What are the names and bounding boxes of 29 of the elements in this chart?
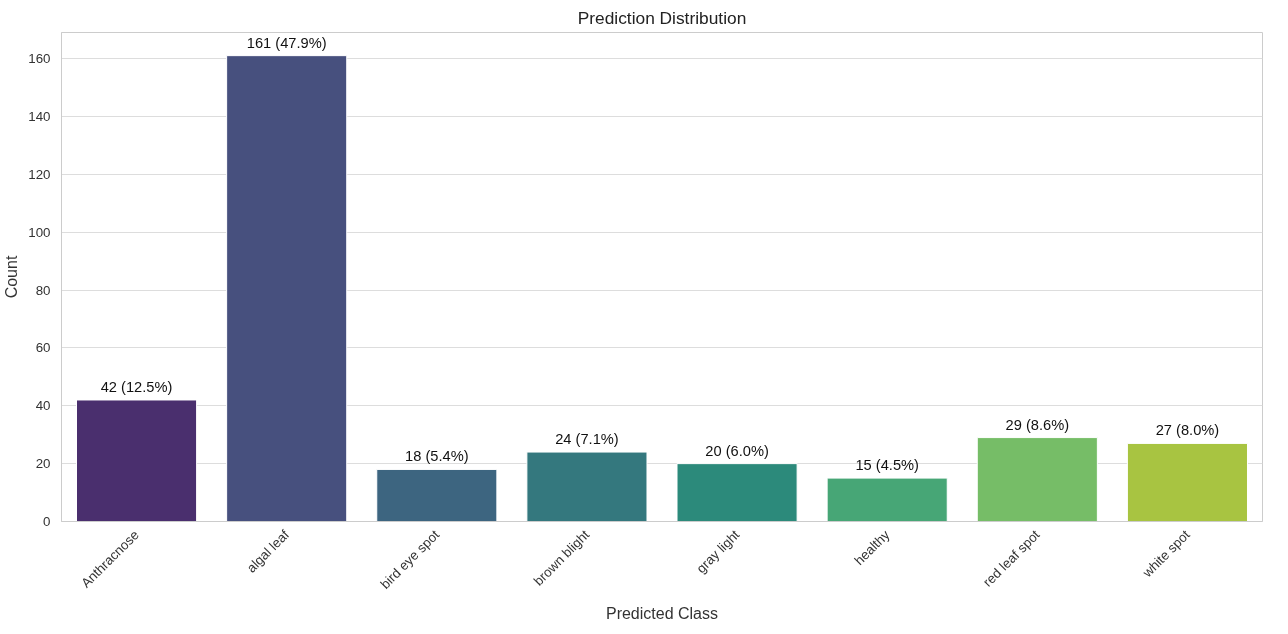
bar — [676, 463, 798, 522]
data-label: 24 (7.1%) — [555, 431, 619, 448]
bar — [526, 451, 648, 522]
y-tick-label: 40 — [35, 398, 51, 414]
y-tick-label: 80 — [35, 282, 51, 298]
y-tick-label: 0 — [43, 514, 51, 529]
y-tick-label: 120 — [28, 166, 51, 182]
bar — [1126, 442, 1248, 522]
y-tick-label: 160 — [28, 51, 51, 67]
y-tick-label: 20 — [35, 456, 51, 472]
x-axis-title: Predicted Class — [605, 605, 719, 623]
bar — [976, 437, 1098, 522]
y-axis-title: Count — [3, 255, 21, 299]
data-label: 161 (47.9%) — [246, 34, 327, 51]
y-tick-label: 100 — [28, 224, 51, 240]
data-label: 29 (8.6%) — [1005, 416, 1070, 433]
data-label: 42 (12.5%) — [100, 378, 173, 395]
data-label: 20 (6.0%) — [705, 442, 769, 459]
bar — [376, 468, 498, 522]
bar — [826, 477, 948, 522]
bar — [76, 399, 198, 522]
x-tick-label: bird eye spot — [377, 526, 443, 592]
chart-title: Prediction Distribution — [577, 7, 747, 28]
y-tick-label: 140 — [28, 108, 51, 124]
data-label: 27 (8.0%) — [1155, 422, 1220, 439]
data-label: 18 (5.4%) — [405, 448, 469, 465]
y-tick-label: 60 — [35, 340, 51, 356]
data-label: 15 (4.5%) — [855, 457, 919, 474]
bar — [226, 55, 348, 522]
